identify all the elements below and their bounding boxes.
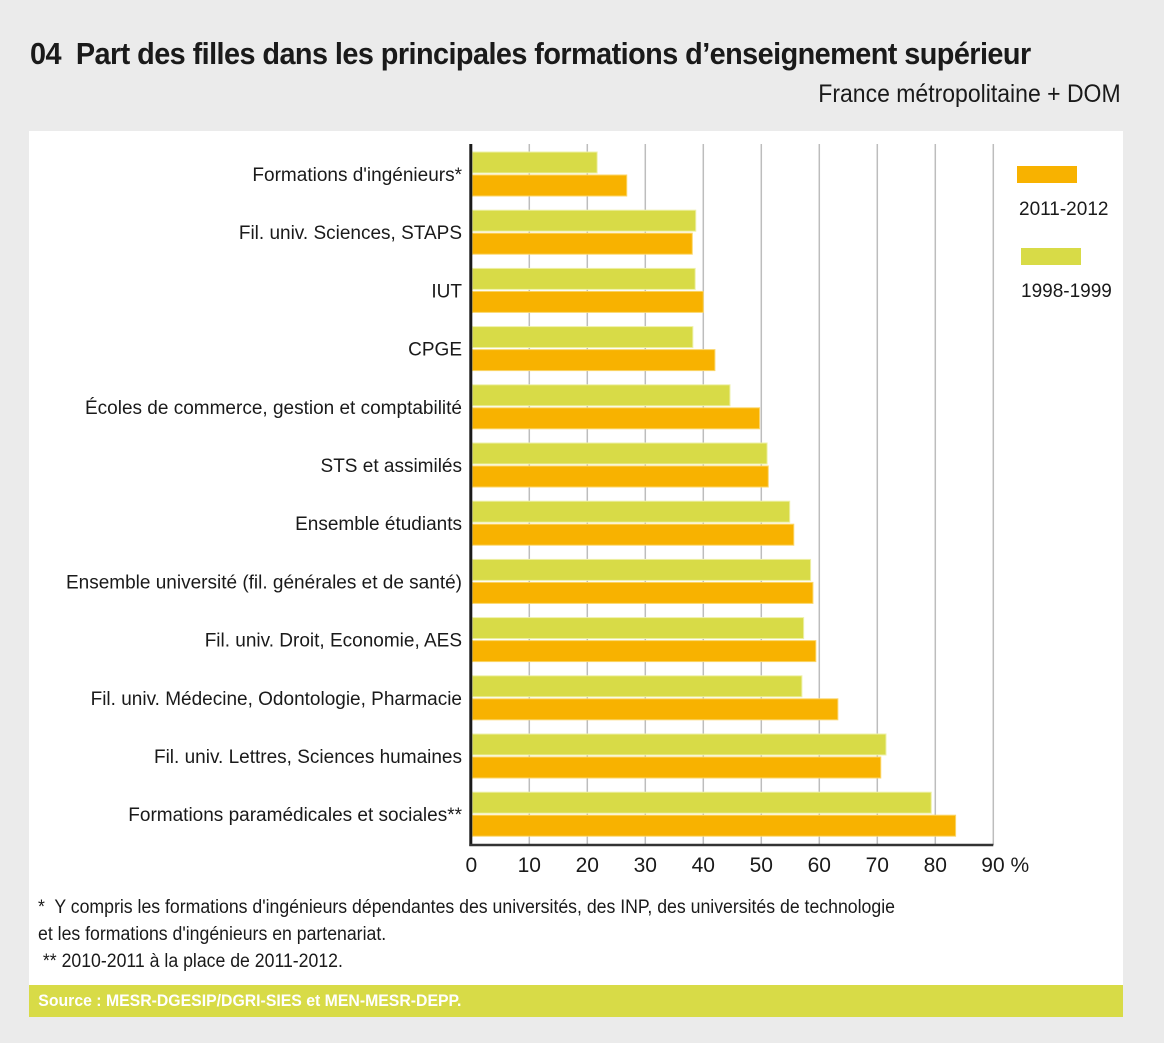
footnote-2: ** 2010-2011 à la place de 2011-2012. [38, 951, 343, 972]
source-band: Source : MESR-DGESIP/DGRI-SIES et MEN-ME… [29, 985, 1123, 1017]
x-tick-label: 40 [692, 854, 715, 877]
bar-2011-2012 [471, 232, 693, 255]
x-tick-label: 60 [808, 854, 831, 877]
bar-1998-1999 [471, 617, 805, 640]
category-label: Formations d'ingénieurs* [252, 165, 462, 186]
bar-2011-2012 [471, 698, 839, 721]
bar-1998-1999 [471, 384, 731, 407]
x-tick-label: 80 [924, 854, 947, 877]
legend-label-2011-2012: 2011-2012 [1019, 199, 1108, 220]
x-tick-label: 10 [518, 854, 541, 877]
x-tick-label: 20 [576, 854, 599, 877]
bar-2011-2012 [471, 174, 628, 197]
category-label: Fil. univ. Sciences, STAPS [239, 223, 462, 244]
bar-2011-2012 [471, 640, 817, 663]
bar-1998-1999 [471, 791, 932, 814]
legend: 2011-2012 1998-1999 [1017, 166, 1112, 302]
bar-1998-1999 [471, 209, 697, 232]
bar-1998-1999 [471, 558, 812, 581]
category-label: STS et assimilés [321, 456, 462, 477]
bar-2011-2012 [471, 465, 769, 488]
bar-1998-1999 [471, 151, 598, 174]
bar-2011-2012 [471, 290, 704, 313]
legend-swatch-1998-1999 [1021, 248, 1081, 265]
axes [469, 144, 994, 847]
footnote-1: * Y compris les formations d'ingénieurs … [38, 897, 895, 918]
bar-2011-2012 [471, 523, 795, 546]
bar-2011-2012 [471, 814, 957, 837]
x-tick-label: 50 [750, 854, 773, 877]
bar-1998-1999 [471, 675, 803, 698]
footnotes: * Y compris les formations d'ingénieurs … [38, 894, 895, 975]
category-label: Formations paramédicales et sociales** [128, 805, 462, 826]
category-label: Ensemble étudiants [295, 514, 462, 535]
bar-2011-2012 [471, 349, 716, 372]
source-text: Source : MESR-DGESIP/DGRI-SIES et MEN-ME… [38, 991, 462, 1010]
x-tick-label: 90 % [981, 854, 1029, 877]
x-tick-labels: 0 10 20 30 40 50 60 70 80 90 % [465, 854, 1029, 877]
category-label: Écoles de commerce, gestion et comptabil… [85, 398, 462, 419]
bar-1998-1999 [471, 500, 791, 523]
grid-lines [528, 144, 995, 845]
bar-1998-1999 [471, 326, 694, 349]
chart-title: 04 Part des filles dans les principales f… [30, 36, 1031, 72]
category-label: IUT [431, 281, 462, 302]
bar-1998-1999 [471, 442, 768, 465]
chart-number: 04 [30, 36, 62, 71]
bar-1998-1999 [471, 267, 696, 290]
bar-2011-2012 [471, 407, 761, 430]
x-tick-label: 0 [465, 854, 477, 877]
category-label: CPGE [408, 340, 462, 361]
category-labels: Formations d'ingénieurs* Fil. univ. Scien… [66, 165, 463, 826]
chart-title-text: Part des filles dans les principales for… [75, 36, 1031, 71]
bar-2011-2012 [471, 581, 814, 604]
x-tick-label: 30 [634, 854, 657, 877]
category-label: Ensemble université (fil. générales et d… [66, 572, 462, 593]
bar-2011-2012 [471, 756, 882, 779]
bars [471, 151, 957, 837]
category-label: Fil. univ. Droit, Economie, AES [205, 631, 462, 652]
legend-label-1998-1999: 1998-1999 [1021, 281, 1112, 302]
category-label: Fil. univ. Médecine, Odontologie, Pharma… [91, 689, 462, 710]
footnote-1-cont: et les formations d'ingénieurs en parten… [38, 924, 387, 945]
bar-1998-1999 [471, 733, 887, 756]
legend-swatch-2011-2012 [1017, 166, 1077, 183]
chart-subtitle: France métropolitaine + DOM [818, 80, 1121, 108]
category-label: Fil. univ. Lettres, Sciences humaines [154, 747, 462, 768]
x-tick-label: 70 [866, 854, 889, 877]
